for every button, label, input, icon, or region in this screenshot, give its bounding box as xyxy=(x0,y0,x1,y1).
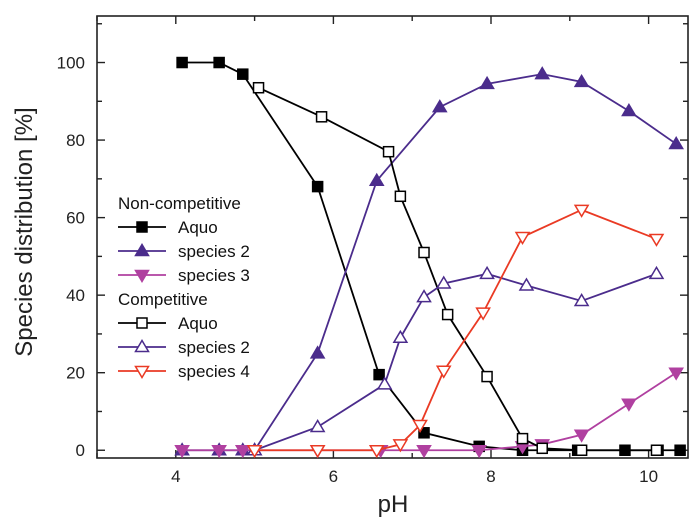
x-tick-label: 8 xyxy=(486,467,495,486)
data-point xyxy=(418,427,430,439)
data-point xyxy=(516,432,529,445)
series-line xyxy=(182,61,681,452)
legend-marker xyxy=(134,269,150,283)
legend-entry-label: species 4 xyxy=(178,362,250,381)
series-competitive-species-2 xyxy=(246,265,665,456)
y-tick-label: 80 xyxy=(66,131,85,150)
legend: Non-competitive Aquo species 2 species 3 Com… xyxy=(118,194,250,381)
y-tick-label: 20 xyxy=(66,364,85,383)
data-point xyxy=(475,307,491,321)
data-point xyxy=(514,231,531,245)
data-point xyxy=(368,172,385,187)
data-point xyxy=(621,398,637,412)
legend-marker xyxy=(136,221,148,233)
data-point xyxy=(575,444,588,456)
data-point xyxy=(234,444,251,459)
data-point xyxy=(412,419,428,434)
data-point xyxy=(648,233,665,247)
data-point xyxy=(518,277,535,291)
data-point xyxy=(534,66,551,80)
data-point xyxy=(315,111,328,123)
data-point xyxy=(536,442,548,455)
data-point xyxy=(573,292,590,307)
legend-entry-label: Aquo xyxy=(178,314,218,333)
data-point xyxy=(674,444,686,456)
y-tick-label: 0 xyxy=(76,441,85,460)
legend-group-title: Competitive xyxy=(118,290,208,309)
legend-marker xyxy=(134,339,150,353)
series-line xyxy=(254,208,657,452)
legend-entry-label: Aquo xyxy=(178,218,218,237)
legend-entry-label: species 3 xyxy=(178,266,250,285)
data-point xyxy=(174,444,190,459)
data-point xyxy=(650,444,663,456)
x-tick-label: 6 xyxy=(329,467,338,486)
legend-entry-label: species 2 xyxy=(178,338,250,357)
data-point xyxy=(471,444,487,459)
data-point xyxy=(376,376,393,390)
data-point xyxy=(309,345,326,359)
series-noncompetitive-species-3 xyxy=(174,367,684,459)
data-point xyxy=(309,419,326,433)
legend-marker xyxy=(134,243,150,257)
y-tick-label: 60 xyxy=(66,209,85,228)
data-point xyxy=(211,444,227,459)
data-point xyxy=(416,289,432,303)
data-point xyxy=(368,444,385,459)
data-point xyxy=(311,180,324,193)
series-layer xyxy=(174,56,686,459)
data-point xyxy=(621,103,637,117)
series-competitive-species-4 xyxy=(246,204,665,459)
legend-group-title: Non-competitive xyxy=(118,194,241,213)
data-point xyxy=(573,429,590,443)
data-point xyxy=(416,444,432,459)
series-line xyxy=(254,272,657,452)
data-point xyxy=(392,329,409,344)
series-noncompetitive-species-2 xyxy=(174,66,684,456)
plot-frame xyxy=(96,15,689,459)
data-point xyxy=(237,68,249,80)
data-point xyxy=(382,145,395,158)
x-tick-label: 4 xyxy=(171,467,180,486)
data-point xyxy=(441,308,454,321)
data-point xyxy=(573,204,590,218)
legend-marker xyxy=(134,365,150,379)
data-point xyxy=(479,75,495,90)
data-point xyxy=(648,265,665,280)
data-point xyxy=(394,190,407,203)
data-point xyxy=(479,265,495,280)
data-point xyxy=(213,56,225,69)
data-point xyxy=(435,275,452,289)
data-point xyxy=(246,444,263,459)
legend-marker xyxy=(136,317,148,329)
data-point xyxy=(573,73,590,88)
series-competitive-aquo xyxy=(252,81,663,456)
data-point xyxy=(418,246,430,259)
data-point xyxy=(431,99,448,113)
data-point xyxy=(309,444,326,459)
y-tick-label: 40 xyxy=(66,286,85,305)
data-point xyxy=(176,56,188,69)
data-point xyxy=(481,370,493,383)
series-line xyxy=(182,371,677,452)
y-axis-label: Species distribution [%] xyxy=(11,107,38,356)
x-tick-label: 10 xyxy=(639,467,658,486)
data-point xyxy=(668,135,684,150)
legend-entry-label: species 2 xyxy=(178,242,250,261)
series-line xyxy=(182,73,677,452)
series-line xyxy=(258,86,657,452)
data-point xyxy=(435,365,452,379)
data-point xyxy=(252,81,265,94)
data-point xyxy=(373,368,385,381)
data-point xyxy=(392,439,409,453)
y-tick-label: 100 xyxy=(57,54,85,73)
data-point xyxy=(668,367,684,381)
x-axis-label: pH xyxy=(378,491,409,518)
